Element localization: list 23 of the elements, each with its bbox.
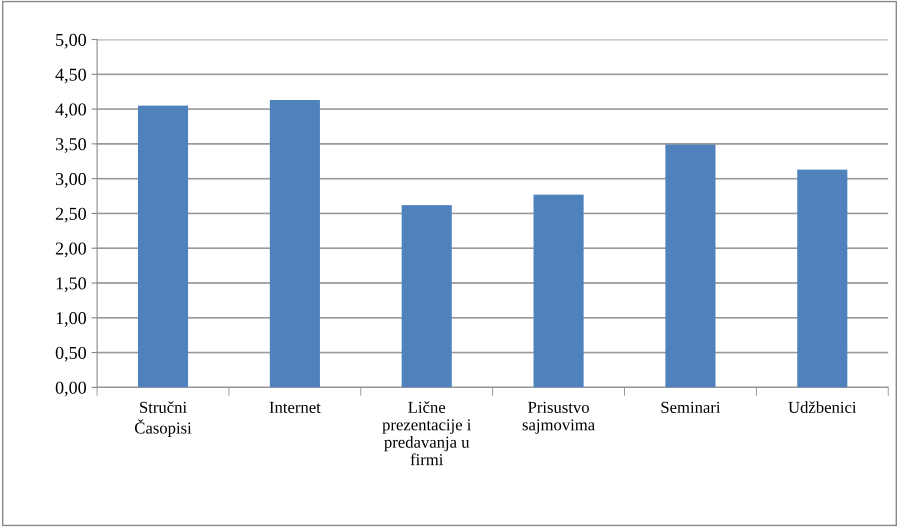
y-tick-label: 5,00 [56, 34, 86, 49]
y-tick-label: 0,50 [56, 346, 86, 362]
bar [534, 194, 584, 388]
bar [138, 106, 188, 388]
bar [797, 170, 848, 388]
y-tick-label: 2,50 [56, 208, 86, 222]
x-tick-label: Internet [270, 402, 321, 413]
y-tick-label: 2,00 [56, 242, 86, 258]
y-tick-label: 4,50 [55, 68, 86, 84]
x-tick-label: Prisustvo sajmovima [522, 402, 595, 434]
y-tick-label: 3,50 [56, 138, 86, 153]
y-tick-label: 4,00 [55, 103, 86, 118]
x-tick-label: Udžbenici [788, 401, 856, 413]
x-tick-label: Seminari [661, 402, 720, 413]
x-tick-label: Lične prezentacije i predavanja u firmi [382, 401, 472, 466]
y-tick-label: 3,00 [56, 172, 86, 188]
y-tick-label: 0,00 [56, 382, 86, 396]
y-tick-label: 1,00 [56, 312, 86, 327]
x-tick-label: Stručni Časopisi [134, 401, 192, 438]
bar [270, 100, 320, 388]
bar [665, 144, 716, 388]
bar [402, 205, 452, 388]
y-tick-label: 1,50 [56, 277, 86, 292]
